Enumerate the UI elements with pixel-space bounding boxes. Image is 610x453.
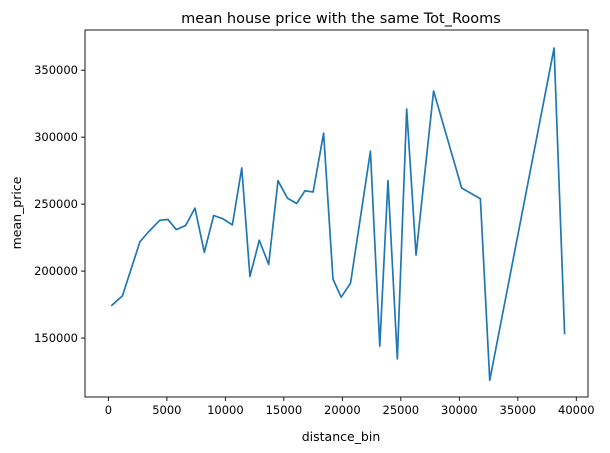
x-axis: 0 5000 10000 15000 20000 25000 30000 35000 40000: [105, 397, 595, 417]
y-tick-label: 300000: [34, 130, 78, 144]
x-tick-label: 25000: [383, 403, 420, 417]
x-axis-label: distance_bin: [302, 429, 381, 444]
x-tick-label: 5000: [152, 403, 181, 417]
x-tick-label: 15000: [266, 403, 303, 417]
x-tick-label: 30000: [441, 403, 478, 417]
x-tick-label: 35000: [500, 403, 537, 417]
y-tick-label: 150000: [34, 331, 78, 345]
plot-frame: [84, 29, 589, 398]
y-tick-label: 350000: [34, 63, 78, 77]
plot-area: [110, 47, 566, 382]
y-axis-label: mean_price: [9, 176, 24, 249]
x-tick-label: 20000: [324, 403, 361, 417]
y-tick-label: 250000: [34, 197, 78, 211]
series-line-0: [110, 47, 566, 382]
y-tick-label: 200000: [34, 264, 78, 278]
y-axis: 150000 200000 250000 300000 350000: [34, 63, 85, 345]
x-tick-label: 40000: [558, 403, 595, 417]
x-tick-label: 10000: [207, 403, 244, 417]
x-tick-label: 0: [105, 403, 112, 417]
chart-title: mean house price with the same Tot_Rooms: [181, 11, 501, 27]
